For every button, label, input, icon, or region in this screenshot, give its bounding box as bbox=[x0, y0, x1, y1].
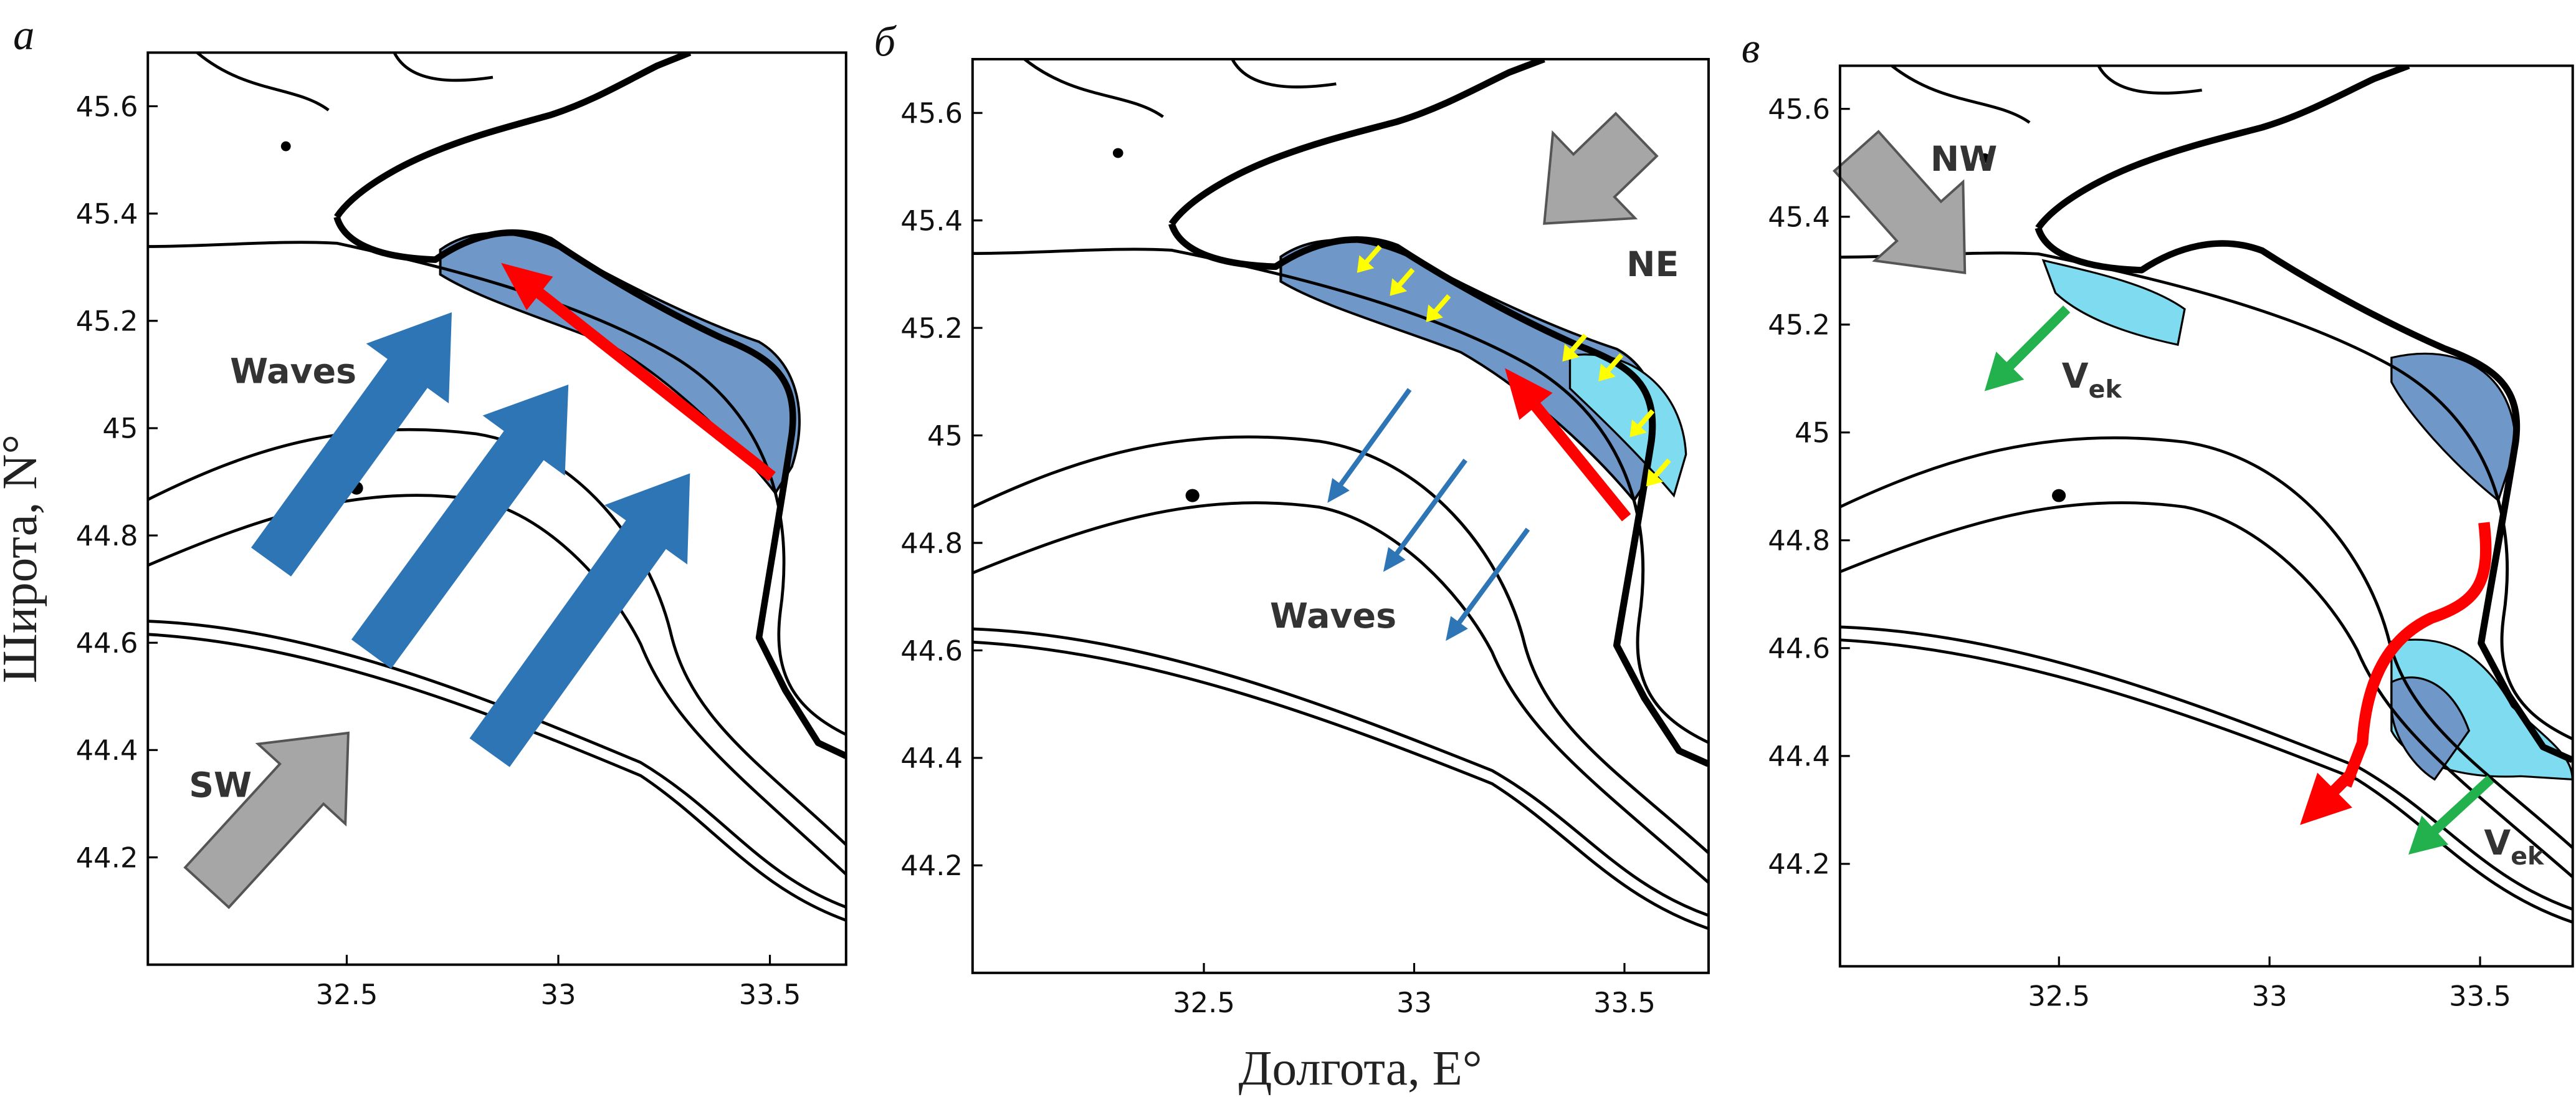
map-b bbox=[973, 59, 1709, 929]
y-tick-label: 45 bbox=[102, 412, 138, 445]
y-tick-label: 45.6 bbox=[76, 90, 138, 123]
x-tick-label: 33 bbox=[540, 978, 576, 1011]
y-tick-label: 44.8 bbox=[900, 527, 963, 560]
current-path bbox=[2340, 522, 2492, 788]
x-tick-label: 33 bbox=[2252, 980, 2287, 1013]
y-tick-label: 45.6 bbox=[1768, 93, 1830, 126]
flow-arrow bbox=[1426, 294, 1451, 322]
panel-label: б bbox=[874, 18, 897, 65]
y-tick-label: 44.2 bbox=[1768, 848, 1830, 881]
y-tick-label: 44.6 bbox=[900, 634, 963, 667]
wave-arrow bbox=[1383, 458, 1467, 572]
sub: ek bbox=[2511, 842, 2545, 871]
ekman-label: Vek bbox=[2484, 823, 2545, 871]
y-tick-label: 45 bbox=[1795, 416, 1830, 449]
v: V bbox=[2062, 357, 2089, 396]
x-tick-label: 33.5 bbox=[739, 978, 801, 1011]
map-frame bbox=[971, 57, 1710, 974]
current-arrow bbox=[2300, 768, 2357, 825]
x-tick-label: 33.5 bbox=[2449, 980, 2511, 1013]
v: V bbox=[2484, 823, 2511, 863]
wave-arrow bbox=[1327, 388, 1412, 503]
y-tick-label: 44.6 bbox=[76, 626, 138, 659]
wave-arrow bbox=[469, 473, 690, 767]
current-arrow bbox=[501, 262, 776, 481]
labels: Waves SW NE Waves NW Vek Vek Широта, N° … bbox=[0, 140, 2545, 1096]
x-tick-label: 32.5 bbox=[316, 978, 378, 1011]
waves-label: Waves bbox=[1270, 597, 1396, 636]
x-tick-label: 32.5 bbox=[1173, 986, 1235, 1019]
y-tick-label: 45 bbox=[927, 419, 963, 452]
map-frame bbox=[1838, 64, 2574, 968]
waves-label: Waves bbox=[230, 352, 356, 391]
y-tick-label: 44.2 bbox=[900, 849, 963, 882]
wave-arrow bbox=[250, 312, 452, 577]
wind-arrow bbox=[1833, 130, 1967, 274]
y-tick-label: 45.4 bbox=[76, 197, 138, 230]
ekman-label: Vek bbox=[2062, 357, 2123, 404]
y-axis-title: Широта, N° bbox=[0, 434, 47, 683]
y-tick-label: 45.6 bbox=[900, 97, 963, 130]
panel-label: а bbox=[13, 11, 34, 59]
y-tick-label: 44.4 bbox=[76, 734, 138, 767]
y-tick-label: 45.4 bbox=[900, 204, 963, 237]
flow-arrow bbox=[1646, 458, 1671, 487]
x-axis-title: Долгота, E° bbox=[1239, 1042, 1482, 1096]
flow-arrow bbox=[1357, 244, 1382, 273]
flow-arrow bbox=[1390, 267, 1415, 296]
y-tick-label: 44.8 bbox=[1768, 524, 1830, 557]
wind-label: NW bbox=[1930, 140, 1997, 180]
y-tick-label: 45.2 bbox=[76, 305, 138, 338]
map-c bbox=[1840, 65, 2573, 922]
y-tick-label: 45.4 bbox=[1768, 201, 1830, 234]
wind-label: SW bbox=[189, 766, 252, 806]
flow-arrow bbox=[1629, 409, 1655, 438]
y-tick-label: 44.4 bbox=[1768, 740, 1830, 773]
map-frame bbox=[146, 51, 847, 966]
y-tick-label: 44.6 bbox=[1768, 632, 1830, 665]
wind-arrow bbox=[1543, 112, 1659, 225]
y-tick-label: 44.4 bbox=[900, 742, 963, 775]
wave-arrow bbox=[351, 384, 569, 669]
wind-arrow bbox=[183, 731, 350, 909]
y-tick-label: 45.2 bbox=[900, 312, 963, 345]
y-tick-label: 44.8 bbox=[76, 519, 138, 552]
y-tick-label: 44.2 bbox=[76, 841, 138, 874]
panel-label: в bbox=[1742, 24, 1760, 72]
x-tick-label: 33.5 bbox=[1593, 986, 1656, 1019]
overlays bbox=[183, 112, 2494, 909]
flow-arrow bbox=[1562, 333, 1588, 362]
ekman-arrow bbox=[2408, 775, 2494, 855]
current-arrow bbox=[1505, 368, 1631, 522]
x-tick-label: 32.5 bbox=[2028, 980, 2090, 1013]
x-tick-label: 33 bbox=[1396, 986, 1432, 1019]
wind-label: NE bbox=[1626, 245, 1679, 285]
wave-arrow bbox=[1446, 527, 1530, 641]
y-tick-label: 45.2 bbox=[1768, 309, 1830, 342]
sub: ek bbox=[2089, 375, 2123, 404]
flow-arrow bbox=[1598, 353, 1624, 381]
ekman-arrow bbox=[1984, 305, 2071, 391]
